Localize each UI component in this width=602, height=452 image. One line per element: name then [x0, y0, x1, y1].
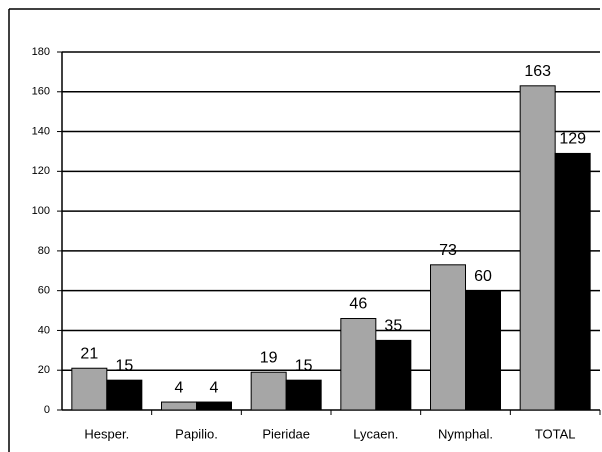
value-label: 19 — [260, 349, 278, 366]
value-label: 21 — [80, 345, 98, 362]
y-tick-label: 20 — [38, 364, 50, 376]
y-tick-label: 100 — [32, 205, 50, 217]
y-tick-label: 180 — [32, 46, 50, 58]
bar — [519, 85, 556, 411]
value-label: 129 — [559, 131, 586, 148]
bar — [554, 152, 591, 411]
y-tick-label: 60 — [38, 285, 50, 297]
y-tick-label: 120 — [32, 165, 50, 177]
x-tick-label: Pieridae — [262, 426, 310, 441]
bar — [71, 367, 108, 411]
value-label: 15 — [115, 357, 133, 374]
value-label: 163 — [524, 63, 551, 80]
value-label: 35 — [384, 318, 402, 335]
bar — [465, 290, 501, 411]
bar — [106, 379, 143, 411]
y-tick-label: 160 — [32, 86, 50, 98]
x-tick-label: Papilio. — [175, 426, 218, 441]
bar — [250, 371, 287, 411]
value-label: 4 — [210, 379, 219, 396]
value-label: 46 — [349, 296, 367, 313]
x-tick-label: Nymphal. — [438, 426, 493, 441]
value-label: 15 — [295, 357, 313, 374]
y-tick-label: 40 — [38, 324, 50, 336]
y-tick-label: 0 — [44, 404, 50, 416]
bar — [340, 318, 377, 411]
value-label: 4 — [175, 379, 184, 396]
y-tick-label: 80 — [38, 245, 50, 257]
bar — [196, 401, 232, 411]
value-label: 60 — [474, 268, 492, 285]
value-label: 73 — [439, 242, 457, 259]
bar — [430, 264, 466, 411]
x-tick-label: TOTAL — [535, 426, 576, 441]
bar — [375, 339, 412, 411]
bar — [161, 401, 197, 411]
x-tick-label: Lycaen. — [353, 426, 398, 441]
bar — [285, 379, 322, 411]
y-tick-label: 140 — [32, 125, 50, 137]
x-tick-label: Hesper. — [84, 426, 129, 441]
